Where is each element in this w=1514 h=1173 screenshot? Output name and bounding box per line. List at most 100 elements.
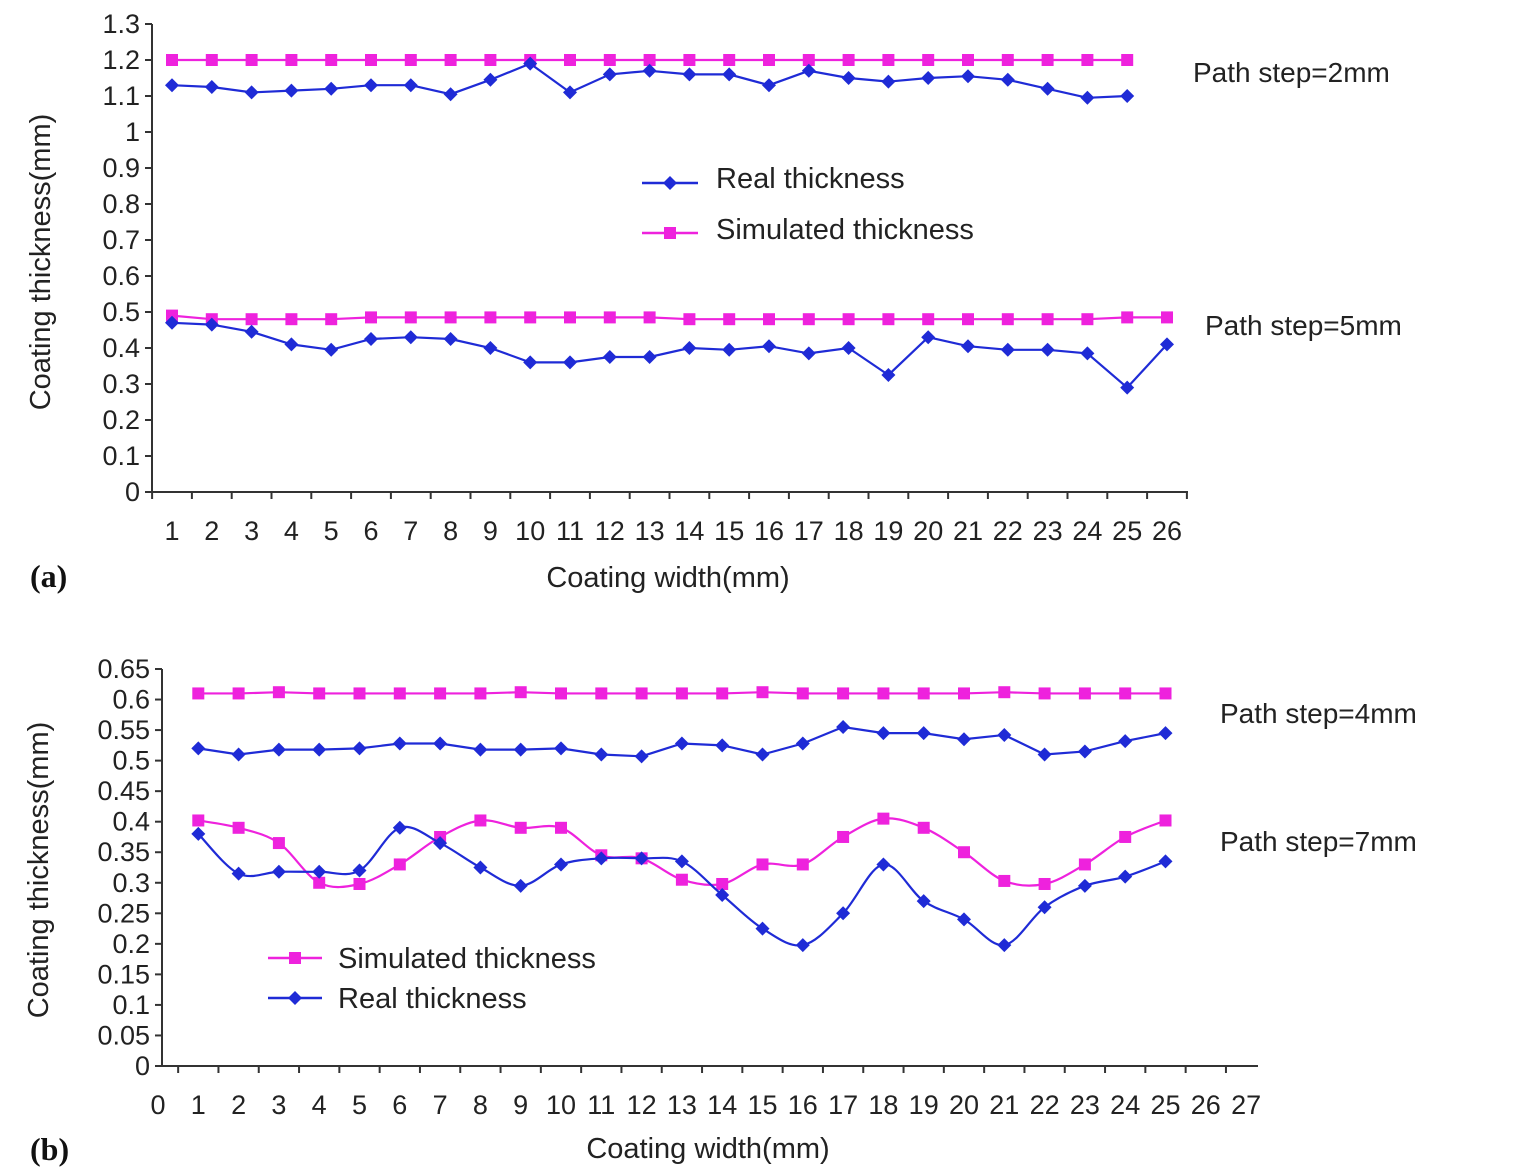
chart-b-point-real: [513, 878, 528, 893]
chart-b-point-real: [715, 887, 730, 902]
chart-a-panel-label: (a): [30, 558, 67, 594]
chart-b-point-real: [433, 736, 448, 751]
chart-b-point-real: [1118, 869, 1133, 884]
chart-b-y-tick-label: 0.4: [112, 807, 150, 837]
chart-a-point-real: [921, 330, 936, 345]
chart-b-point-real: [271, 742, 286, 757]
chart-a-x-tick-label: 3: [244, 516, 259, 546]
chart-a-y-tick-label: 0.6: [102, 261, 140, 291]
chart-b-point-simulated: [756, 686, 769, 699]
chart-a-point-real: [801, 346, 816, 361]
chart-b-point-simulated: [837, 687, 850, 700]
chart-a-point-simulated: [245, 313, 258, 326]
chart-b-y-tick-label: 0.55: [97, 715, 150, 745]
chart-b-point-simulated: [1038, 687, 1051, 700]
chart-a-point-real: [1080, 90, 1095, 105]
chart-a-point-simulated: [365, 54, 377, 66]
chart-b-x-tick-label: 8: [473, 1090, 488, 1120]
chart-a-legend-real-label: Real thickness: [716, 163, 905, 195]
chart-b-point-simulated: [998, 686, 1011, 699]
chart-b-ylabel: Coating thickness(mm): [23, 722, 55, 1019]
chart-a-legend: Real thickness Simulated thickness: [642, 163, 974, 246]
chart-a-point-simulated: [603, 311, 616, 324]
chart-a-point-simulated: [1121, 311, 1134, 324]
chart-a-point-real: [602, 350, 617, 364]
chart-b-point-simulated: [232, 687, 245, 700]
chart-b-point-simulated: [675, 873, 688, 886]
chart-b-x-tick-label: 10: [546, 1090, 576, 1120]
chart-a-point-real: [523, 355, 538, 370]
chart-b-point-real: [795, 938, 810, 953]
chart-b-point-real: [1158, 854, 1173, 869]
chart-b-point-real: [715, 738, 730, 753]
chart-b-point-simulated: [1078, 687, 1091, 700]
chart-a-point-real: [602, 67, 617, 82]
chart-a-y-tick-label: 0.7: [102, 225, 140, 255]
chart-a-point-simulated: [683, 313, 696, 326]
chart-a-point-simulated: [922, 54, 935, 66]
chart-b-point-simulated: [837, 830, 850, 843]
chart-a-point-simulated: [882, 313, 895, 326]
chart-a-point-simulated: [365, 311, 377, 324]
chart-b-point-simulated: [1078, 858, 1091, 871]
chart-a-point-simulated: [763, 313, 775, 326]
chart-a-point-real: [364, 332, 378, 346]
chart-a-point-real: [324, 342, 339, 357]
chart-b-point-real: [1077, 878, 1092, 893]
chart-a-point-simulated: [484, 311, 497, 324]
chart-a-point-simulated: [962, 54, 974, 66]
chart-b-x-tick-label: 15: [747, 1090, 777, 1120]
chart-b-point-real: [312, 864, 327, 879]
chart-b-point-real: [191, 741, 206, 756]
chart-b-point-simulated: [393, 687, 406, 700]
chart-a-y-tick-label: 1: [125, 117, 140, 147]
chart-a-point-simulated: [245, 54, 258, 66]
chart-a-x-tick-label: 1: [164, 516, 179, 546]
chart-b-point-real: [392, 820, 407, 835]
chart-a-xlabel: Coating width(mm): [546, 562, 789, 594]
chart-a-y-tick-label: 1.3: [102, 9, 140, 39]
chart-a-x-tick-label: 11: [556, 516, 584, 546]
chart-b-point-simulated: [877, 812, 890, 825]
chart-b-x-tick-label: 7: [433, 1090, 448, 1120]
chart-b-point-real: [513, 742, 528, 757]
chart-b-point-simulated: [555, 687, 567, 700]
chart-a-point-real: [682, 341, 697, 355]
chart-a-point-simulated: [1041, 313, 1054, 326]
chart-a-axes: 00.10.20.30.40.50.60.70.80.911.11.21.31 2…: [102, 9, 1188, 546]
chart-b-point-simulated: [917, 687, 930, 700]
chart-b-x-tick-label: 14: [707, 1090, 737, 1120]
chart-b-x-tick-label: 3: [271, 1090, 286, 1120]
chart-b-point-real: [392, 736, 407, 751]
chart-a-point-simulated: [285, 54, 298, 66]
chart-b-point-simulated: [1119, 687, 1132, 700]
chart-b-x-tick-label: 27: [1231, 1090, 1261, 1120]
chart-a-point-real: [1120, 380, 1135, 395]
chart-a-x-tick-label: 2: [204, 516, 219, 546]
chart-a-point-simulated: [643, 311, 656, 324]
chart-b-point-simulated: [393, 858, 406, 871]
chart-b-point-real: [433, 836, 448, 851]
chart-a-x-tick-label: 16: [754, 516, 784, 546]
chart-b-y-tick-label: 0.1: [112, 990, 150, 1020]
chart-b-point-simulated: [796, 687, 809, 700]
chart-b-point-real: [191, 826, 206, 841]
chart-a-point-real: [682, 67, 697, 82]
chart-a-y-tick-label: 0.1: [102, 441, 140, 471]
chart-a-annotation-5mm: Path step=5mm: [1205, 310, 1402, 341]
chart-b-point-real: [634, 851, 649, 866]
chart-a-point-simulated: [325, 313, 338, 326]
chart-b-x-tick-label: 21: [989, 1090, 1019, 1120]
chart-b-point-real: [997, 938, 1012, 953]
chart-b-point-real: [957, 912, 971, 927]
chart-a-y-tick-label: 0.3: [102, 369, 140, 399]
chart-a-annotation-2mm: Path step=2mm: [1193, 57, 1390, 88]
chart-b-point-simulated: [272, 837, 285, 850]
chart-a-point-real: [443, 332, 458, 346]
chart-b-point-real: [231, 866, 246, 881]
chart-b-panel-label: (b): [30, 1131, 69, 1167]
chart-b-point-simulated: [192, 687, 205, 700]
chart-b-point-real: [271, 864, 286, 879]
chart-a-legend-sim-marker: [664, 227, 676, 239]
chart-b-point-real: [1077, 744, 1092, 759]
